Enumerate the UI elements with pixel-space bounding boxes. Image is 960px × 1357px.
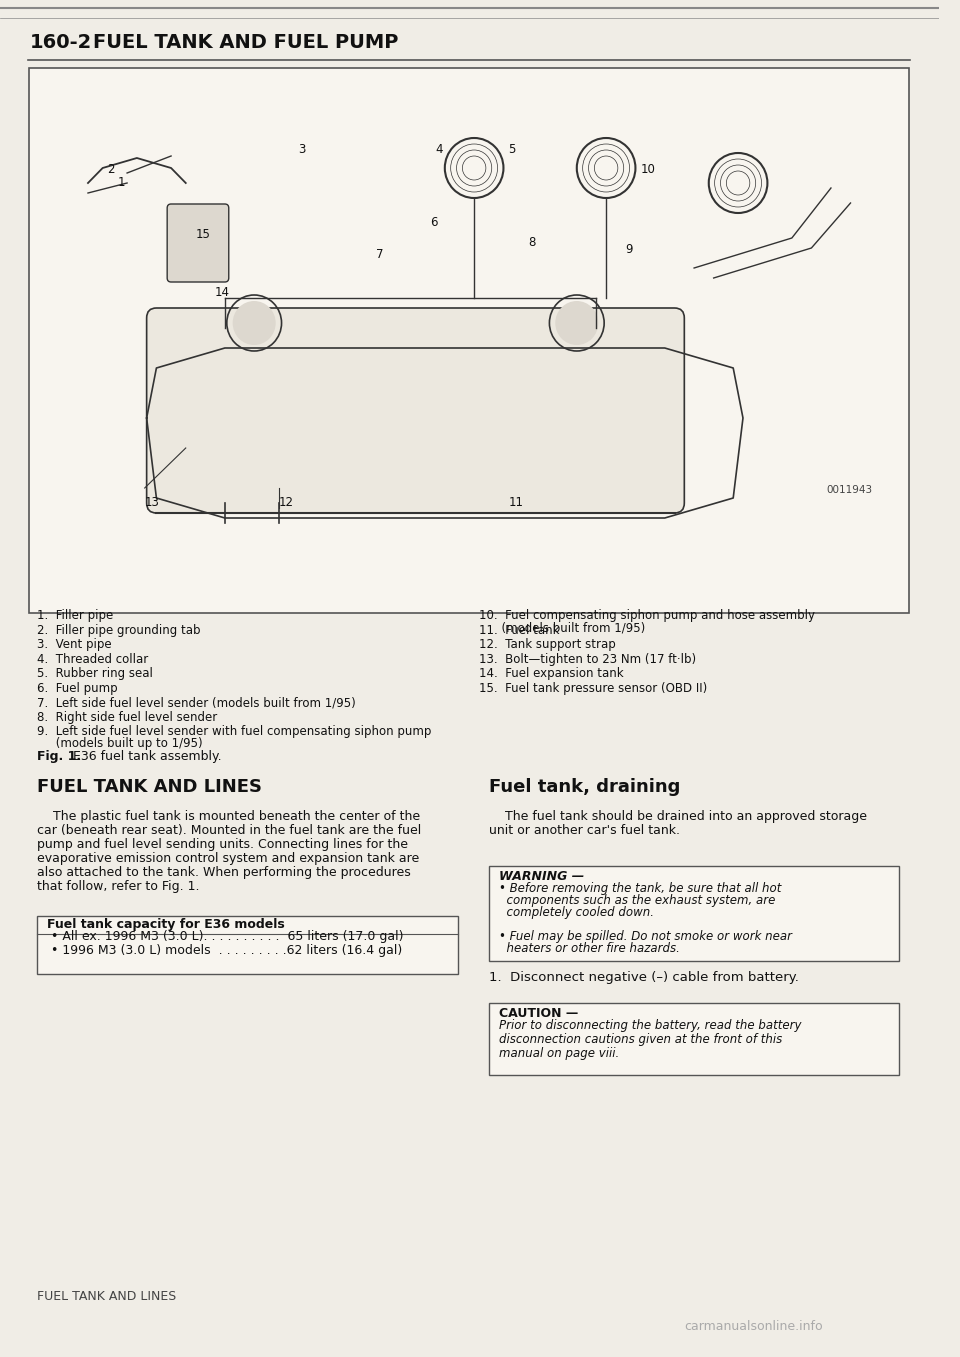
- Text: 9: 9: [626, 243, 634, 256]
- Text: (models built up to 1/95): (models built up to 1/95): [37, 737, 203, 750]
- Text: • Before removing the tank, be sure that all hot: • Before removing the tank, be sure that…: [498, 882, 780, 894]
- Text: • All ex. 1996 M3 (3.0 L). . . . . . . . . .  65 liters (17.0 gal): • All ex. 1996 M3 (3.0 L). . . . . . . .…: [51, 930, 403, 943]
- Text: 13.  Bolt—tighten to 23 Nm (17 ft·lb): 13. Bolt—tighten to 23 Nm (17 ft·lb): [479, 653, 696, 665]
- Text: 160-2: 160-2: [30, 33, 91, 52]
- Text: FUEL TANK AND LINES: FUEL TANK AND LINES: [37, 1291, 177, 1303]
- Text: 15.  Fuel tank pressure sensor (OBD II): 15. Fuel tank pressure sensor (OBD II): [479, 681, 708, 695]
- Text: 1.  Disconnect negative (–) cable from battery.: 1. Disconnect negative (–) cable from ba…: [489, 970, 799, 984]
- Text: 9.  Left side fuel level sender with fuel compensating siphon pump: 9. Left side fuel level sender with fuel…: [37, 725, 432, 738]
- Text: completely cooled down.: completely cooled down.: [498, 905, 654, 919]
- Text: 12: 12: [278, 497, 294, 509]
- Text: 2.  Filler pipe grounding tab: 2. Filler pipe grounding tab: [37, 623, 201, 636]
- Text: 5: 5: [509, 142, 516, 156]
- Bar: [489, 1003, 900, 1075]
- Text: (models built from 1/95): (models built from 1/95): [479, 622, 645, 634]
- Bar: [489, 866, 900, 961]
- Circle shape: [555, 301, 598, 345]
- Text: 10: 10: [640, 163, 656, 176]
- Text: 3.  Vent pipe: 3. Vent pipe: [37, 638, 111, 651]
- Text: 7.  Left side fuel level sender (models built from 1/95): 7. Left side fuel level sender (models b…: [37, 696, 356, 708]
- Text: 6: 6: [430, 216, 438, 229]
- Text: 3: 3: [299, 142, 305, 156]
- Text: • Fuel may be spilled. Do not smoke or work near: • Fuel may be spilled. Do not smoke or w…: [498, 930, 792, 943]
- Circle shape: [232, 301, 276, 345]
- Text: car (beneath rear seat). Mounted in the fuel tank are the fuel: car (beneath rear seat). Mounted in the …: [37, 824, 421, 836]
- Text: The fuel tank should be drained into an approved storage: The fuel tank should be drained into an …: [489, 810, 867, 822]
- Text: 1.  Filler pipe: 1. Filler pipe: [37, 609, 113, 622]
- Text: CAUTION —: CAUTION —: [498, 1007, 578, 1019]
- Text: 6.  Fuel pump: 6. Fuel pump: [37, 681, 118, 695]
- Text: 11: 11: [509, 497, 523, 509]
- Text: unit or another car's fuel tank.: unit or another car's fuel tank.: [489, 824, 680, 836]
- Text: • 1996 M3 (3.0 L) models  . . . . . . . . .62 liters (16.4 gal): • 1996 M3 (3.0 L) models . . . . . . . .…: [51, 943, 402, 957]
- Text: The plastic fuel tank is mounted beneath the center of the: The plastic fuel tank is mounted beneath…: [37, 810, 420, 822]
- Text: Fuel tank capacity for E36 models: Fuel tank capacity for E36 models: [47, 917, 285, 931]
- Text: 4.  Threaded collar: 4. Threaded collar: [37, 653, 149, 665]
- FancyBboxPatch shape: [147, 308, 684, 513]
- Text: FUEL TANK AND FUEL PUMP: FUEL TANK AND FUEL PUMP: [93, 33, 398, 52]
- Text: heaters or other fire hazards.: heaters or other fire hazards.: [498, 942, 680, 954]
- Text: 8: 8: [528, 236, 536, 248]
- Text: also attached to the tank. When performing the procedures: also attached to the tank. When performi…: [37, 866, 411, 878]
- Text: FUEL TANK AND LINES: FUEL TANK AND LINES: [37, 778, 262, 795]
- Text: evaporative emission control system and expansion tank are: evaporative emission control system and …: [37, 851, 420, 864]
- Text: carmanualsonline.info: carmanualsonline.info: [684, 1320, 823, 1333]
- Text: 0011943: 0011943: [826, 484, 873, 495]
- Text: 11.  Fuel tank: 11. Fuel tank: [479, 623, 560, 636]
- Text: E36 fuel tank assembly.: E36 fuel tank assembly.: [73, 749, 222, 763]
- Text: Fig. 1.: Fig. 1.: [37, 749, 82, 763]
- Text: that follow, refer to Fig. 1.: that follow, refer to Fig. 1.: [37, 879, 200, 893]
- Text: WARNING —: WARNING —: [498, 870, 584, 882]
- Text: Fuel tank, draining: Fuel tank, draining: [489, 778, 681, 795]
- Text: pump and fuel level sending units. Connecting lines for the: pump and fuel level sending units. Conne…: [37, 837, 408, 851]
- Text: 14: 14: [215, 286, 230, 299]
- Text: 4: 4: [435, 142, 443, 156]
- Text: Prior to disconnecting the battery, read the battery: Prior to disconnecting the battery, read…: [498, 1019, 801, 1031]
- Text: components such as the exhaust system, are: components such as the exhaust system, a…: [498, 893, 775, 906]
- Text: disconnection cautions given at the front of this: disconnection cautions given at the fron…: [498, 1033, 781, 1045]
- Text: 14.  Fuel expansion tank: 14. Fuel expansion tank: [479, 668, 624, 680]
- Bar: [37, 916, 458, 973]
- Text: 1: 1: [117, 176, 125, 189]
- Text: 12.  Tank support strap: 12. Tank support strap: [479, 638, 615, 651]
- Text: 10.  Fuel compensating siphon pump and hose assembly: 10. Fuel compensating siphon pump and ho…: [479, 609, 815, 622]
- Text: 15: 15: [196, 228, 210, 242]
- Text: 13: 13: [145, 497, 159, 509]
- Bar: [30, 68, 909, 613]
- FancyBboxPatch shape: [167, 204, 228, 282]
- Text: 8.  Right side fuel level sender: 8. Right side fuel level sender: [37, 711, 217, 723]
- Text: manual on page viii.: manual on page viii.: [498, 1046, 619, 1060]
- Text: 2: 2: [108, 163, 115, 176]
- Text: 7: 7: [376, 248, 384, 261]
- Text: 5.  Rubber ring seal: 5. Rubber ring seal: [37, 668, 153, 680]
